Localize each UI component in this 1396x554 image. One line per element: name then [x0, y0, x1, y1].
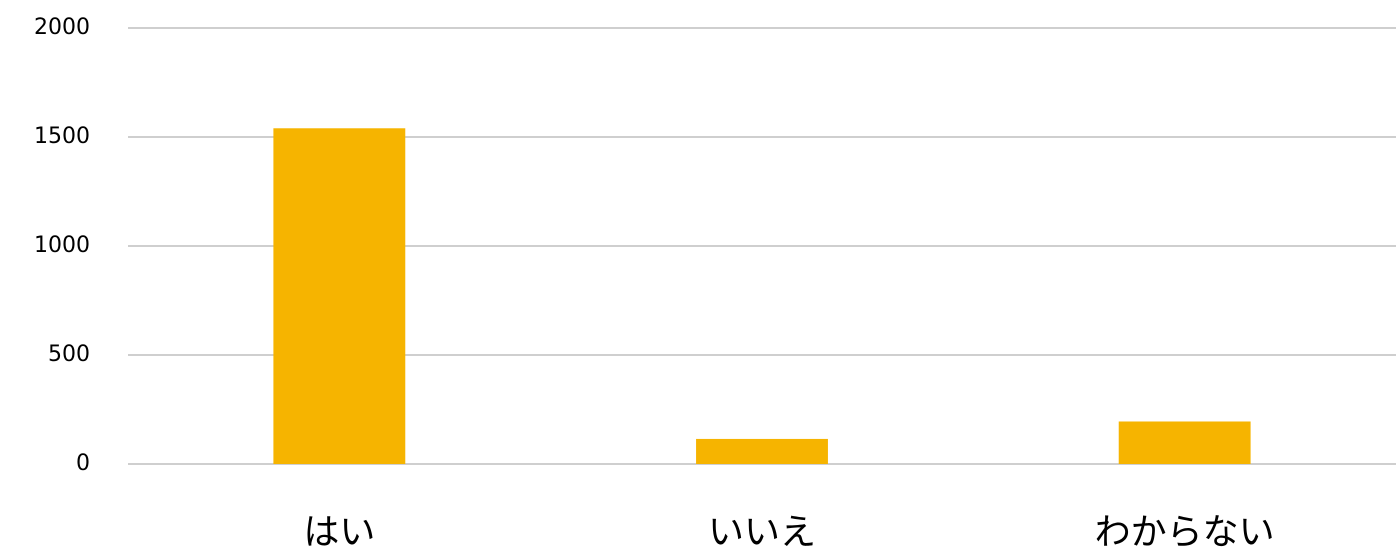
x-tick-label: いいえ	[708, 512, 816, 553]
y-tick-label: 1000	[34, 233, 90, 258]
y-tick-label: 0	[76, 451, 90, 476]
bar	[696, 438, 828, 464]
x-tick-label: わからない	[1095, 512, 1275, 553]
bar	[273, 128, 406, 464]
y-tick-label: 1500	[34, 124, 90, 149]
x-tick-label: はい	[303, 512, 375, 553]
y-tick-label: 2000	[34, 15, 90, 40]
bar	[1118, 421, 1251, 464]
y-tick-label: 500	[48, 342, 90, 367]
